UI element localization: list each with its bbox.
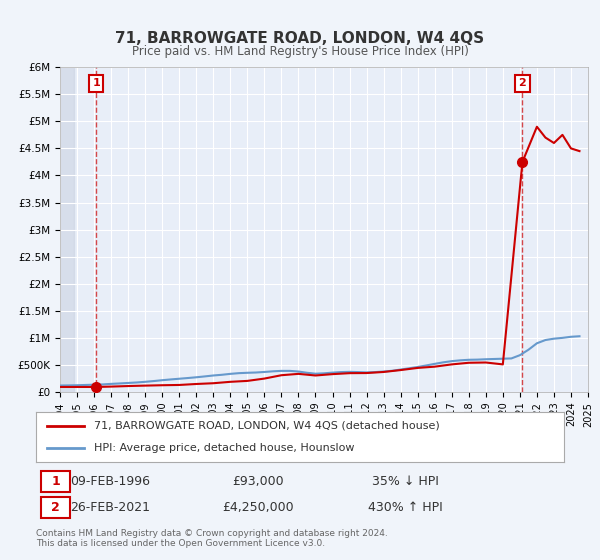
Text: £4,250,000: £4,250,000 bbox=[222, 501, 293, 514]
FancyBboxPatch shape bbox=[41, 470, 70, 492]
Text: This data is licensed under the Open Government Licence v3.0.: This data is licensed under the Open Gov… bbox=[36, 539, 325, 548]
Text: 71, BARROWGATE ROAD, LONDON, W4 4QS (detached house): 71, BARROWGATE ROAD, LONDON, W4 4QS (det… bbox=[94, 421, 440, 431]
Text: 2: 2 bbox=[518, 78, 526, 88]
Text: HPI: Average price, detached house, Hounslow: HPI: Average price, detached house, Houn… bbox=[94, 443, 355, 453]
Text: Contains HM Land Registry data © Crown copyright and database right 2024.: Contains HM Land Registry data © Crown c… bbox=[36, 529, 388, 538]
Text: 1: 1 bbox=[92, 78, 100, 88]
Text: 35% ↓ HPI: 35% ↓ HPI bbox=[372, 475, 439, 488]
Text: 430% ↑ HPI: 430% ↑ HPI bbox=[368, 501, 443, 514]
Text: £93,000: £93,000 bbox=[232, 475, 284, 488]
Text: 1: 1 bbox=[51, 475, 60, 488]
Bar bbox=[60, 67, 74, 392]
FancyBboxPatch shape bbox=[41, 497, 70, 517]
Text: 09-FEB-1996: 09-FEB-1996 bbox=[70, 475, 150, 488]
Text: 71, BARROWGATE ROAD, LONDON, W4 4QS: 71, BARROWGATE ROAD, LONDON, W4 4QS bbox=[115, 31, 485, 46]
Text: Price paid vs. HM Land Registry's House Price Index (HPI): Price paid vs. HM Land Registry's House … bbox=[131, 45, 469, 58]
Text: 2: 2 bbox=[51, 501, 60, 514]
Text: 26-FEB-2021: 26-FEB-2021 bbox=[70, 501, 150, 514]
